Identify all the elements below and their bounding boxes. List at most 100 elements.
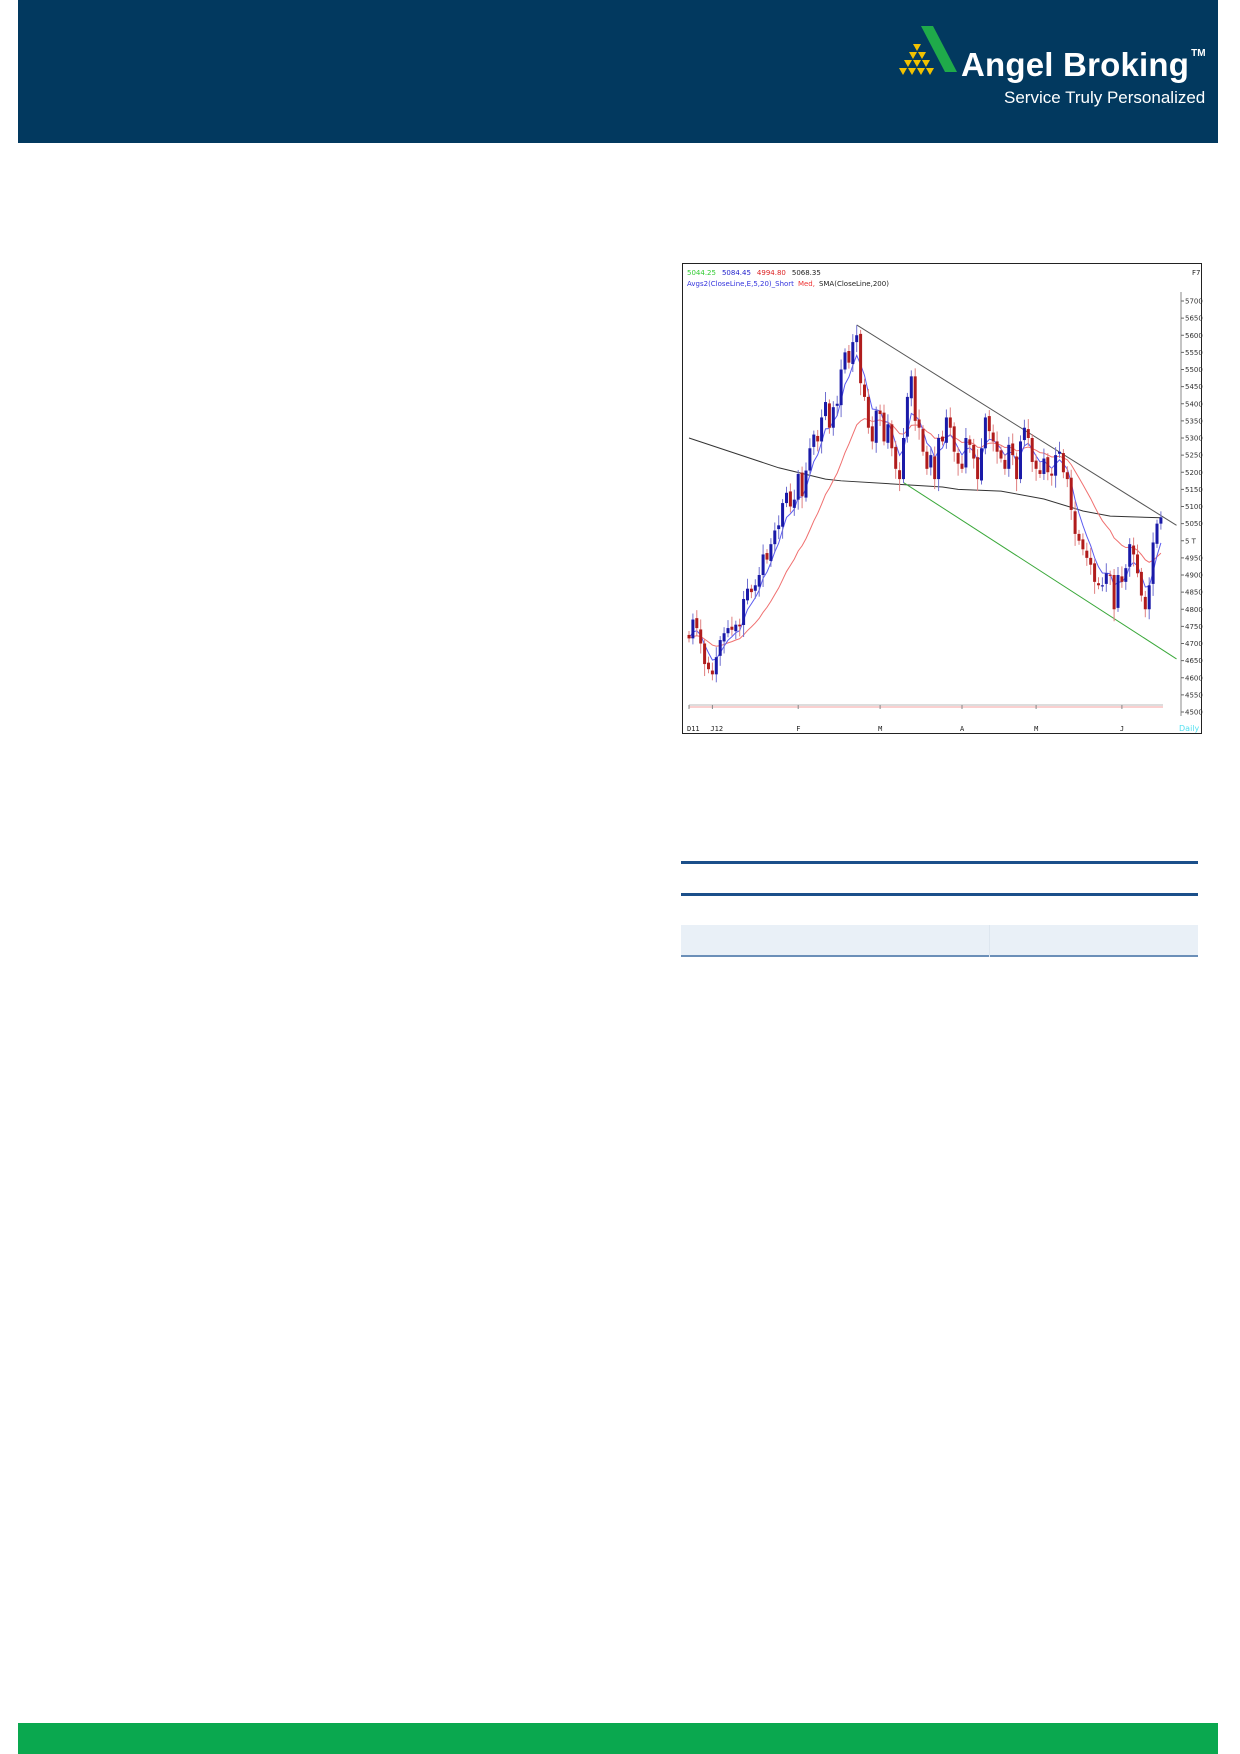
candle-body [995, 441, 999, 452]
y-tick-label: 4500 [1185, 709, 1203, 717]
y-tick-label: 5700 [1185, 298, 1203, 306]
brand-row: Angel Broking TM [961, 46, 1206, 84]
candle-body [1104, 573, 1108, 584]
candle-body [753, 585, 757, 591]
candle-body [1015, 456, 1019, 480]
y-tick-label: 4850 [1185, 589, 1203, 597]
table-top-rule [681, 861, 1198, 864]
candle-body [882, 412, 886, 442]
ema20-line [688, 418, 1162, 647]
candle-body [699, 629, 703, 644]
candle-body [851, 342, 855, 365]
candle-body [1003, 459, 1007, 469]
x-tick-label: J [1120, 725, 1124, 733]
candle-body [1030, 438, 1034, 462]
candle-body [1132, 545, 1136, 555]
candle-body [890, 424, 894, 449]
candle-body [948, 417, 952, 428]
candle-body [976, 457, 980, 480]
candle-body [968, 439, 972, 445]
candle-body [964, 438, 968, 468]
candle-body [1097, 583, 1100, 586]
tagline: Service Truly Personalized [1004, 88, 1206, 107]
candle-body [921, 429, 925, 452]
y-tick-label: 5050 [1185, 520, 1203, 528]
y-tick-label: 5150 [1185, 486, 1203, 494]
resistance-trendline [856, 324, 1177, 526]
candle-body [792, 499, 796, 508]
candle-body [917, 419, 921, 428]
candle-body [898, 470, 902, 480]
candle-body [824, 402, 827, 417]
x-tick-label: M [878, 725, 882, 733]
candle-body [1007, 444, 1011, 469]
candle-body [855, 335, 859, 343]
candle-body [843, 352, 847, 370]
candle-body [1155, 523, 1159, 544]
candle-body [831, 407, 835, 428]
candle-body [902, 438, 905, 480]
candle-body [956, 453, 960, 464]
candle-body [878, 410, 882, 415]
candle-body [1073, 511, 1077, 534]
candle-body [1054, 455, 1058, 476]
candle-body [769, 544, 773, 561]
table-header-rule [681, 893, 1198, 896]
candle-body [894, 446, 898, 469]
y-tick-label: 5300 [1185, 435, 1203, 443]
candle-body [991, 432, 995, 442]
candle-body [742, 598, 746, 626]
candle-body [1026, 429, 1030, 438]
legend-low: 4994.80 [757, 269, 786, 277]
candle-body [1050, 473, 1054, 476]
candle-body [718, 640, 722, 656]
candle-body [839, 369, 843, 406]
candle-body [773, 530, 777, 545]
chart-canvas: 5044.25 5084.45 4994.80 5068.35 Avgs2(Close… [687, 269, 1203, 733]
y-tick-label: 5600 [1185, 332, 1203, 340]
y-tick-label: 5500 [1185, 366, 1203, 374]
candle-body [960, 463, 964, 469]
logo-triangle-icon [899, 26, 957, 75]
candle-body [734, 624, 738, 632]
candle-body [937, 438, 941, 480]
candle-body [820, 417, 824, 442]
candle-body [1011, 443, 1015, 456]
candle-body [1089, 557, 1093, 565]
candle-body [972, 444, 976, 459]
table-column-divider [989, 925, 990, 957]
candle-body [847, 351, 851, 363]
candle-body [812, 434, 816, 447]
candle-body [827, 403, 831, 428]
candle-body [1120, 576, 1124, 582]
candle-body [925, 451, 929, 469]
candle-body [1034, 460, 1038, 469]
candle-body [913, 376, 917, 421]
candle-body [804, 470, 808, 498]
y-tick-label: 5250 [1185, 452, 1203, 460]
candle-body [1128, 544, 1132, 567]
candle-body [987, 416, 991, 432]
price-chart: 5044.25 5084.45 4994.80 5068.35 Avgs2(Close… [682, 263, 1203, 734]
candle-body [874, 410, 878, 443]
candle-body [929, 455, 933, 468]
candle-body [1143, 596, 1147, 610]
y-tick-label: 5 T [1185, 537, 1197, 545]
candle-body [757, 575, 761, 587]
candle-body [761, 554, 765, 575]
candle-body [796, 473, 800, 500]
candle-body [710, 670, 714, 675]
candle-body [1147, 585, 1151, 610]
candle-body [1046, 457, 1050, 473]
x-tick-label: D11 [687, 725, 700, 733]
candle-body [695, 618, 699, 629]
y-tick-label: 4700 [1185, 640, 1203, 648]
y-tick-label: 5100 [1185, 503, 1203, 511]
candle-body [941, 436, 944, 442]
x-tick-label: F [796, 725, 800, 733]
candle-body [777, 525, 781, 530]
candle-body [788, 491, 792, 507]
support-trendline [903, 482, 1177, 660]
candle-body [1019, 441, 1022, 480]
candle-body [1108, 574, 1112, 576]
